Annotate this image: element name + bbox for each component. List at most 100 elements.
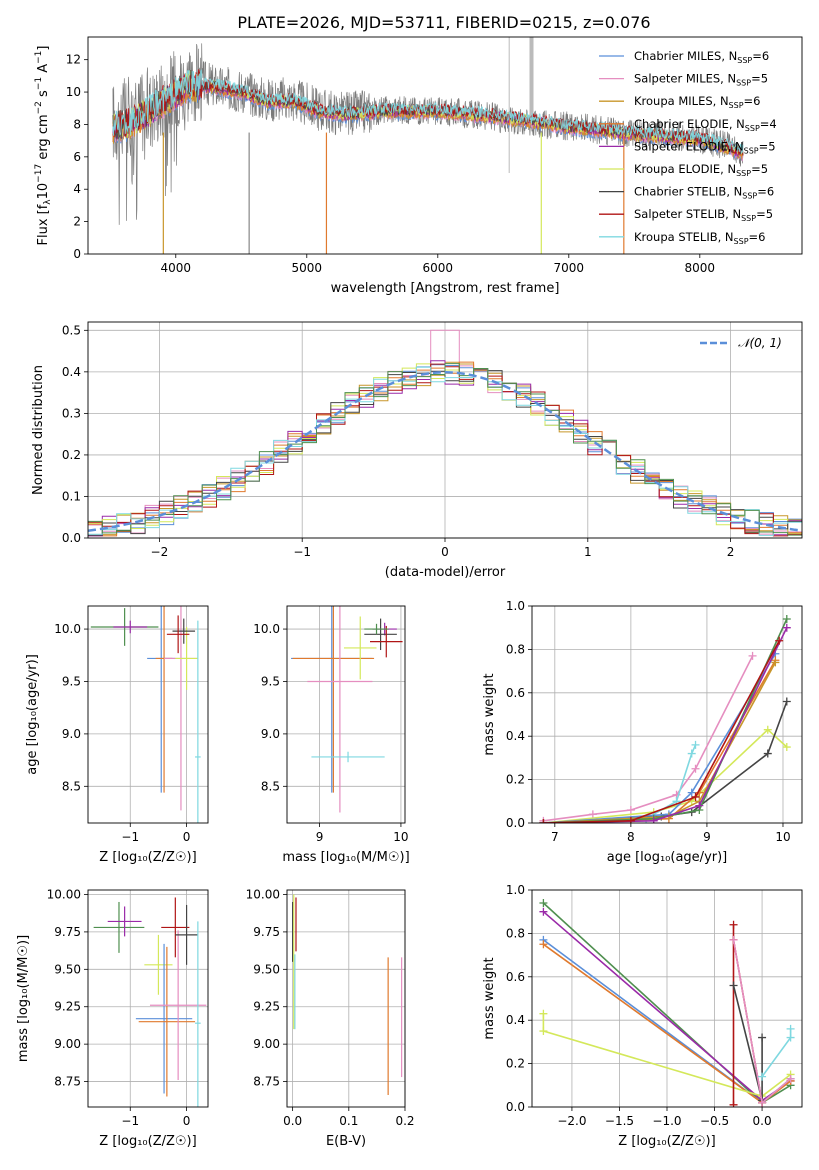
masked-pixel [529,37,534,125]
y-tick-label: 10.00 [246,887,280,901]
y-tick-label: 0.4 [506,729,525,743]
plus-marker [763,725,772,734]
age_vs_z-frame [87,605,209,824]
legend-entry: Salpeter ELODIE, NSSP=5 [634,139,776,155]
figure-title: PLATE=2026, MJD=53711, FIBERID=0215, z=0… [237,13,650,32]
x-tick-label: −1.0 [652,1114,681,1128]
legend-tail: =4 [760,117,777,131]
plus-marker [786,1074,795,1083]
y-tick-label: 9.25 [54,1000,81,1014]
plus-marker [687,749,696,758]
error-bar-point [175,626,198,690]
legend-text: Salpeter MILES, N [634,72,736,86]
x-axis-label: Z [log₁₀(Z/Z☉)] [618,1134,715,1149]
legend-tail: =6 [752,49,769,63]
mass-weight-line [543,627,788,823]
y-tick-label: 0.2 [506,1057,525,1071]
model-spectrum-line [112,69,744,155]
y-axis-label: Normed distribution [31,365,46,495]
mass_vs_z-frame [87,889,209,1108]
legend-entry: Chabrier ELODIE, NSSP=4 [634,117,777,133]
error-bar-point [149,930,207,1081]
error-bar-point [138,946,196,1097]
plus-marker [649,816,658,823]
mass-weight-line [543,655,754,822]
plus-marker [782,697,791,706]
mass_vs_z-axes: −1 0 8.75 9.00 9.25 9.50 9.75 10.00 Z [log₁₀(Z/Z… [16,887,208,1149]
y-tick-label: 8.75 [54,1075,81,1089]
plus-marker [729,1100,738,1107]
legend-text: Kroupa STELIB, N [634,230,734,244]
y-tick-label: 6 [73,150,81,164]
y-tick-label: 9.50 [253,962,280,976]
y-axis-label-part: −17 [34,164,44,183]
error-bar-point [307,606,373,813]
y-tick-label: 10.00 [47,887,81,901]
residual-histogram-step [88,363,802,536]
error-bar-point [161,897,190,958]
x-tick-label: 8 [627,830,635,844]
y-tick-label: 9.50 [54,962,81,976]
x-tick-label: 1 [584,545,592,559]
y-tick-label: 9.5 [261,674,280,688]
x-tick-label: −1.5 [605,1114,634,1128]
x-tick-label: −1 [121,1114,139,1128]
legend-sub: SSP [744,146,759,155]
plus-marker [729,981,738,990]
mass_vs_ebv-axes: 0.0 0.1 0.2 8.75 9.00 9.25 9.50 9.75 10.00 E(B-V) [246,887,415,1149]
plus-marker [539,819,548,823]
y-tick-label: 0.4 [62,365,81,379]
x-tick-label: 0 [441,545,449,559]
x-tick-label: −2 [151,545,169,559]
legend-text: Salpeter STELIB, N [634,207,741,221]
legend-tail: =5 [751,162,768,176]
error-bar-point [113,620,148,634]
age_vs_mass-axes: 9 10 8.5 9.0 9.5 10.0 mass [log₁₀(M/M☉)] [253,606,410,865]
residuals-frame [87,321,803,539]
plus-marker [691,792,700,801]
legend-sub: SSP [729,101,744,110]
y-axis-label: mass [log₁₀(M/M☉)] [16,935,31,1062]
age_vs_z-points [90,606,201,823]
y-tick-label: 1.0 [506,883,525,897]
y-tick-label: 9.00 [253,1037,280,1051]
normal-distribution-line [88,371,802,532]
x-tick-label: 7 [551,830,559,844]
error-bar-point [195,620,201,823]
y-tick-label: 0.2 [62,448,81,462]
y-tick-label: 0.0 [62,531,81,545]
legend-sub: SSP [737,56,752,65]
error-bar-point [93,901,145,953]
plus-marker [758,1098,767,1107]
y-axis-label-part: −2 [34,101,44,114]
age_vs_z-axes: −1 0 8.5 9.0 9.5 10.0 Z [log₁₀(Z/Z☉)] age [log₁… [25,606,208,865]
x-axis-label: Z [log₁₀(Z/Z☉)] [99,850,196,865]
legend-tail: =6 [749,230,766,244]
spectrum-series [112,37,744,254]
plus-marker [588,810,597,819]
error-bar-point [144,934,173,995]
mass_weight_vs_age-series [539,615,791,823]
mass_weight_vs_age-axes: 7 8 9 10 0.0 0.2 0.4 0.6 0.8 1.0 age [log₁₀(age/yr… [482,599,802,865]
mass-weight-line [732,985,763,1101]
age_vs_mass-points [291,606,403,813]
plus-marker [763,749,772,758]
plus-marker [771,658,780,667]
legend-tail: =5 [756,207,773,221]
legend-text: Chabrier MILES, N [634,49,737,63]
legend-sub: SSP [736,79,751,88]
x-axis-label: age [log₁₀(age/yr)] [607,850,728,865]
error-bar-point [343,616,377,680]
y-tick-label: 9.75 [54,925,81,939]
error-bar-point [175,904,198,965]
y-axis-label: age [log₁₀(age/yr)] [25,654,40,775]
legend-entry: Chabrier STELIB, NSSP=6 [634,185,774,201]
mass_weight_vs_z-series [539,899,795,1107]
x-tick-label: 0.2 [395,1114,414,1128]
x-axis-label: E(B-V) [326,1134,366,1149]
x-tick-label: −1 [293,545,311,559]
plus-marker [758,1072,767,1081]
y-tick-label: 10.0 [54,622,81,636]
legend-sub: SSP [742,192,757,201]
x-tick-label: 8000 [685,261,716,275]
